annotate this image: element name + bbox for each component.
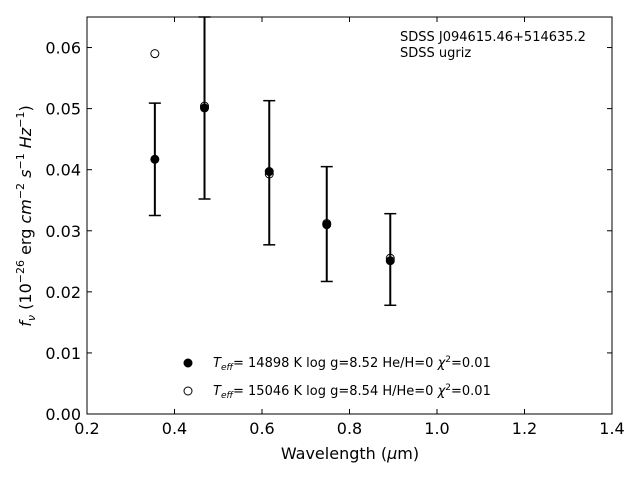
x-tick-label: 0.8 (337, 419, 362, 438)
data-point-open (264, 169, 274, 179)
x-tick-label: 1.2 (512, 419, 537, 438)
data-point-open (385, 253, 395, 263)
legend: Teff= 14898 K log g=8.52 He/H=0 χ2=0.01 … (183, 355, 491, 401)
y-tick-label: 0.00 (45, 405, 81, 424)
annotation-survey: SDSS ugriz (400, 46, 471, 61)
y-tick-label: 0.03 (45, 222, 81, 241)
data-point-filled (150, 154, 160, 164)
x-tick-label: 0.4 (162, 419, 187, 438)
y-tick-label: 0.04 (45, 161, 81, 180)
y-tick-label: 0.02 (45, 283, 81, 302)
x-tick-label: 1.4 (599, 419, 624, 438)
data-point-open (322, 218, 332, 228)
x-tick-label: 0.2 (74, 419, 99, 438)
data-points (150, 49, 395, 266)
legend-marker-filled (183, 358, 193, 368)
y-axis-label: fν (10−26 erg cm−2 s−1 Hz−1) (14, 105, 38, 326)
x-axis-label: Wavelength (μm) (281, 444, 419, 463)
x-tick-label: 1.0 (424, 419, 449, 438)
legend-entry-2: Teff= 15046 K log g=8.54 H/He=0 χ2=0.01 (213, 383, 491, 401)
y-tick-label: 0.06 (45, 39, 81, 58)
data-point-open (200, 101, 210, 111)
x-tick-label: 0.6 (249, 419, 274, 438)
y-tick-label: 0.05 (45, 100, 81, 119)
data-point-open (150, 49, 160, 59)
legend-entry-1: Teff= 14898 K log g=8.52 He/H=0 χ2=0.01 (213, 355, 491, 373)
plot-area (86, 16, 613, 415)
data-point-filled (385, 256, 395, 266)
annotation-object-name: SDSS J094615.46+514635.2 (400, 30, 586, 45)
data-point-filled (264, 167, 274, 177)
axis-ticks: 0.2 0.4 0.6 0.8 1.0 1.2 1.4 0.00 0.01 0.02 0.03 0.0… (45, 17, 625, 438)
legend-marker-open (183, 386, 193, 396)
y-tick-label: 0.01 (45, 344, 81, 363)
